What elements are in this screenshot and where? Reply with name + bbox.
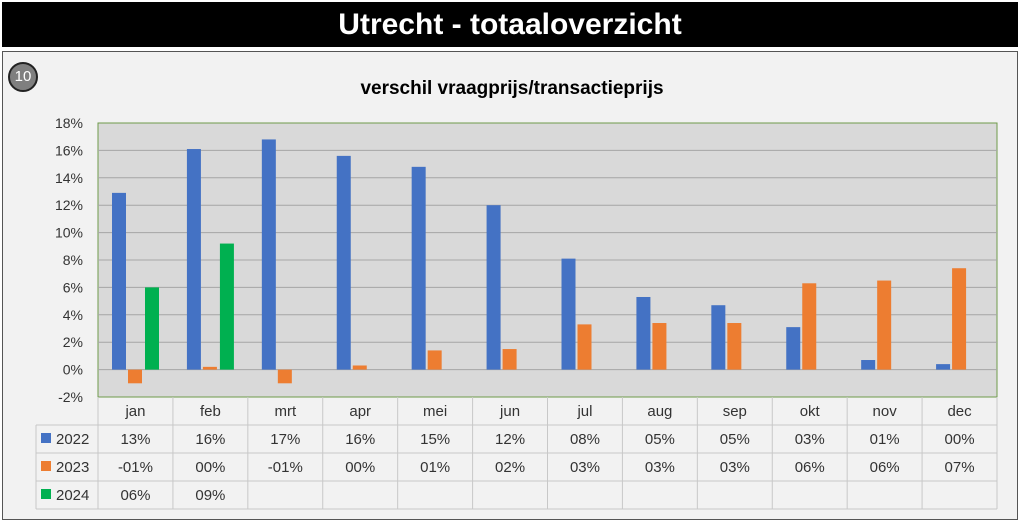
bar-2022-feb	[186, 149, 201, 370]
y-tick-label: 4%	[63, 307, 83, 323]
bar-2024-jan	[145, 287, 159, 370]
data-label: 06%	[120, 487, 150, 504]
bar-2023-nov	[877, 280, 892, 370]
legend-swatch-2023	[41, 461, 51, 471]
data-label: 08%	[570, 431, 600, 448]
legend-label-2024: 2024	[56, 487, 89, 504]
category-label: jun	[499, 403, 520, 420]
y-tick-label: 18%	[55, 115, 83, 131]
y-tick-label: 14%	[55, 170, 83, 186]
legend-swatch-2022	[41, 433, 51, 443]
bar-2022-jan	[112, 192, 126, 370]
page-title: Utrecht - totaaloverzicht	[2, 2, 1018, 47]
data-label: 12%	[495, 431, 525, 448]
y-tick-label: 2%	[63, 334, 83, 350]
data-label: 03%	[645, 459, 675, 476]
category-label: jan	[124, 403, 145, 420]
bar-2023-sep	[727, 323, 742, 370]
data-label: 07%	[945, 459, 975, 476]
bar-2022-apr	[336, 155, 351, 370]
data-label: -01%	[118, 459, 153, 476]
y-tick-label: 6%	[63, 279, 83, 295]
y-tick-label: 0%	[63, 362, 83, 378]
data-label: 05%	[720, 431, 750, 448]
bar-2022-nov	[861, 360, 876, 370]
data-label: 16%	[345, 431, 375, 448]
chart-title: verschil vraagprijs/transactieprijs	[360, 78, 664, 99]
category-label: mei	[423, 403, 447, 420]
data-label: 00%	[195, 459, 225, 476]
page-number-badge: 10	[8, 62, 38, 92]
bar-2022-aug	[636, 296, 651, 370]
bar-2022-dec	[936, 364, 951, 370]
bar-2023-okt	[802, 283, 817, 370]
category-label: nov	[873, 403, 898, 420]
data-label: -01%	[268, 459, 303, 476]
bar-2023-dec	[952, 268, 967, 370]
data-label: 02%	[495, 459, 525, 476]
category-label: okt	[800, 403, 821, 420]
y-tick-label: 16%	[55, 142, 83, 158]
bar-2022-jul	[561, 258, 576, 370]
legend-label-2022: 2022	[56, 431, 89, 448]
bar-2022-okt	[786, 327, 801, 370]
data-label: 09%	[195, 487, 225, 504]
data-label: 03%	[795, 431, 825, 448]
bar-2023-aug	[652, 323, 667, 370]
bar-2023-jul	[577, 324, 592, 370]
y-tick-label: 10%	[55, 225, 83, 241]
category-label: feb	[200, 403, 221, 420]
data-label: 15%	[420, 431, 450, 448]
category-label: aug	[647, 403, 672, 420]
bar-2023-jan	[128, 369, 142, 384]
category-label: apr	[349, 403, 371, 420]
category-label: sep	[723, 403, 747, 420]
data-label: 03%	[570, 459, 600, 476]
data-label: 13%	[120, 431, 150, 448]
category-label: jul	[576, 403, 592, 420]
y-tick-label: 8%	[63, 252, 83, 268]
data-label: 16%	[195, 431, 225, 448]
legend-swatch-2024	[41, 489, 51, 499]
bar-2022-sep	[711, 305, 726, 370]
bar-2022-jun	[486, 205, 501, 370]
bar-2023-mei	[427, 350, 442, 370]
data-label: 00%	[345, 459, 375, 476]
category-label: dec	[947, 403, 972, 420]
data-label: 05%	[645, 431, 675, 448]
bar-2022-mei	[411, 166, 426, 370]
data-label: 01%	[420, 459, 450, 476]
data-label: 01%	[870, 431, 900, 448]
bar-2023-jun	[502, 349, 517, 370]
data-label: 03%	[720, 459, 750, 476]
data-label: 06%	[795, 459, 825, 476]
category-label: mrt	[274, 403, 296, 420]
bar-2023-feb	[202, 366, 217, 370]
bar-2022-mrt	[261, 139, 276, 370]
bar-2023-mrt	[277, 369, 292, 384]
y-tick-label: -2%	[58, 389, 83, 405]
y-tick-label: 12%	[55, 197, 83, 213]
data-label: 00%	[945, 431, 975, 448]
data-label: 17%	[270, 431, 300, 448]
data-label: 06%	[870, 459, 900, 476]
bar-2024-feb	[219, 243, 234, 370]
legend-label-2023: 2023	[56, 459, 89, 476]
bar-2023-apr	[352, 365, 367, 370]
